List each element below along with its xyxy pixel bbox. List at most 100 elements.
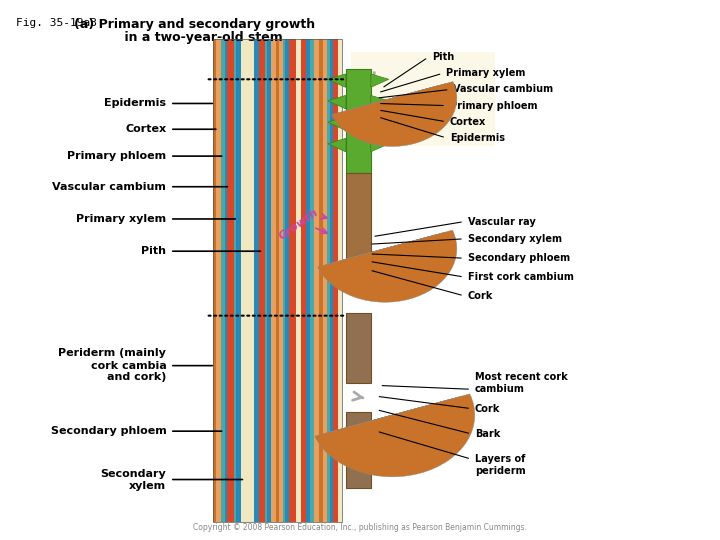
Text: Cork: Cork [474,403,500,414]
Bar [346,313,371,383]
Wedge shape [339,84,449,140]
Wedge shape [341,401,446,456]
Polygon shape [328,74,346,87]
Text: Bark: Bark [474,429,500,439]
Polygon shape [328,96,346,109]
FancyArrowPatch shape [353,236,363,245]
Wedge shape [354,404,433,446]
Text: and cork): and cork) [107,373,166,382]
Wedge shape [351,87,436,131]
Text: Cortex: Cortex [450,117,486,127]
Text: Most recent cork: Most recent cork [474,373,567,382]
FancyArrowPatch shape [353,392,363,400]
Polygon shape [328,138,346,152]
Wedge shape [384,413,400,421]
Text: Pith: Pith [141,246,166,256]
Bar [213,39,342,523]
Text: First cork cambium: First cork cambium [467,272,573,282]
Bar [225,39,228,523]
Text: Layers of: Layers of [474,454,525,464]
Bar [314,39,319,523]
Text: Epidermis: Epidermis [104,98,166,109]
Wedge shape [315,394,474,477]
Bar [323,39,327,523]
Bar [276,39,279,523]
Bar [338,39,342,523]
Wedge shape [377,411,409,427]
Text: xylem: xylem [129,481,166,491]
Bar [306,39,310,523]
Text: Primary phloem: Primary phloem [450,100,537,111]
Text: Vascular cambium: Vascular cambium [53,182,166,192]
Text: Primary phloem: Primary phloem [67,151,166,161]
Text: Cork: Cork [467,291,493,301]
Text: Secondary xylem: Secondary xylem [467,234,562,244]
Text: Pith: Pith [432,52,454,62]
Bar [216,39,221,523]
Wedge shape [325,232,449,296]
Bar [351,52,495,146]
Text: Secondary phloem: Secondary phloem [50,426,166,436]
Bar [333,39,338,523]
Text: Growth: Growth [277,207,320,241]
Bar [271,39,276,523]
Bar [310,39,314,523]
Text: Cortex: Cortex [125,124,166,134]
Text: Fig. 35-19a3: Fig. 35-19a3 [16,17,96,28]
Bar [228,39,233,523]
Wedge shape [323,396,467,471]
Wedge shape [359,89,428,125]
Wedge shape [335,400,454,461]
Text: Secondary phloem: Secondary phloem [467,253,570,263]
Text: Epidermis: Epidermis [450,133,505,143]
Text: (a) Primary and secondary growth: (a) Primary and secondary growth [74,17,315,30]
Polygon shape [371,138,389,152]
Wedge shape [334,234,440,289]
Bar [319,39,323,523]
Text: Primary xylem: Primary xylem [446,69,526,78]
Bar [259,39,265,523]
Bar [285,39,289,523]
Wedge shape [359,241,413,269]
Bar [346,413,371,488]
Bar [346,69,371,173]
Bar [289,39,296,523]
Text: Vascular cambium: Vascular cambium [453,84,554,94]
Bar [279,39,283,523]
Wedge shape [341,237,432,284]
Bar [213,39,216,523]
Wedge shape [368,244,403,262]
Text: periderm: periderm [474,467,526,476]
Text: Primary xylem: Primary xylem [76,214,166,224]
Text: cambium: cambium [474,384,525,394]
Bar [265,39,267,523]
Text: Vascular ray: Vascular ray [467,217,536,227]
Text: Secondary: Secondary [101,469,166,479]
Polygon shape [328,117,346,130]
Polygon shape [371,117,389,130]
Bar [301,39,306,523]
Text: cork cambia: cork cambia [91,361,166,370]
Wedge shape [374,93,412,113]
Bar [330,39,333,523]
Bar [221,39,225,523]
Wedge shape [348,238,425,278]
Bar [233,39,235,523]
Text: Copyright © 2008 Pearson Education, Inc., publishing as Pearson Benjamin Cumming: Copyright © 2008 Pearson Education, Inc.… [193,523,527,532]
Bar [235,39,240,523]
Bar [254,39,259,523]
Polygon shape [371,74,389,87]
Wedge shape [329,398,460,465]
Text: in a two-year-old stem: in a two-year-old stem [107,31,283,44]
FancyArrowPatch shape [363,72,374,82]
Wedge shape [318,230,456,302]
Bar [240,39,254,523]
Wedge shape [332,82,456,146]
Bar [283,39,285,523]
Bar [327,39,330,523]
Text: Periderm (mainly: Periderm (mainly [58,348,166,358]
Bar [296,39,301,523]
Wedge shape [365,408,421,437]
Bar [346,173,371,275]
Bar [267,39,271,523]
